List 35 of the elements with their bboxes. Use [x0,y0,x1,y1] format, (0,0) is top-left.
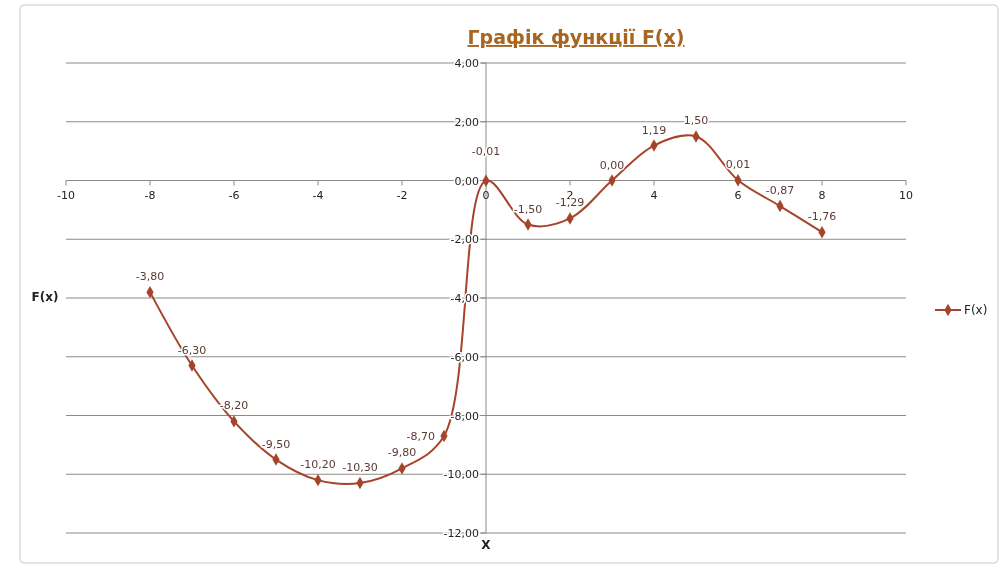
y-tick-label: -12,00 [443,527,479,540]
x-axis-title: X [481,538,492,552]
y-tick-label: 0,00 [454,174,479,188]
data-label: 1,50 [683,114,709,128]
legend-label: F(x) [964,303,988,317]
data-label: 1,19 [641,123,667,137]
data-label: -0,01 [471,144,501,158]
y-axis-title: F(x) [31,290,59,304]
x-tick-label: -8 [144,188,156,202]
x-tick-label: 4 [650,188,658,202]
x-tick-label: -2 [396,188,408,202]
data-label: -10,30 [342,461,378,475]
data-label: 0,01 [725,158,751,172]
data-label: -1,76 [807,210,837,224]
data-label: -0,87 [765,184,795,198]
data-label: -1,29 [555,196,585,210]
x-tick-label: 6 [734,188,742,202]
x-tick-label: -6 [228,188,240,202]
x-tick-label: -10 [57,188,75,202]
x-tick-label: 8 [818,188,826,202]
data-label: -10,20 [300,458,336,472]
y-tick-label: 4,00 [454,57,479,70]
chart-title: Графік функції F(x) [467,26,685,48]
data-label: -9,50 [261,437,291,451]
data-label: 0,00 [599,158,625,172]
x-tick-label: 10 [899,188,913,202]
data-label: -8,20 [219,399,249,413]
y-tick-label: 2,00 [454,115,479,129]
data-label: -1,50 [513,202,543,216]
y-tick-label: -10,00 [443,468,479,482]
x-tick-label: 0 [482,188,490,202]
data-label: -8,70 [406,430,435,444]
data-label: -3,80 [135,270,165,284]
data-label: -9,80 [387,446,417,460]
x-tick-label: -4 [312,188,324,202]
